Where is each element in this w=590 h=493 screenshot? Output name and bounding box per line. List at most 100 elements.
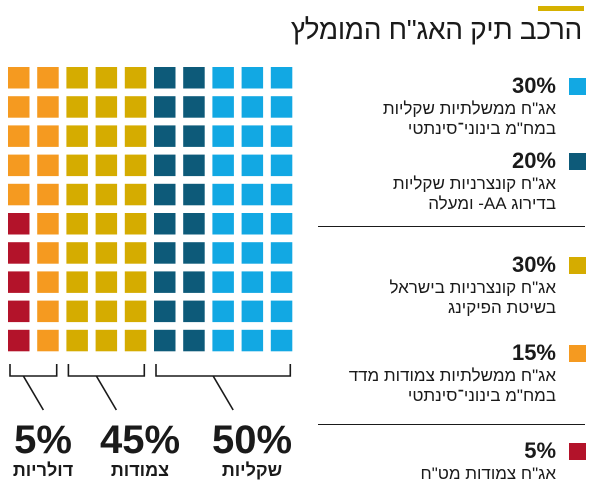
waffle-cell	[124, 271, 147, 293]
waffle-cell	[37, 242, 59, 264]
waffle-cell	[37, 213, 59, 235]
waffle-cell	[270, 183, 293, 206]
waffle-cell	[212, 242, 234, 264]
waffle-cell	[270, 154, 293, 177]
waffle-cell	[124, 125, 147, 147]
waffle-cell	[124, 329, 147, 352]
waffle-cell	[241, 183, 264, 206]
waffle-cell	[8, 271, 30, 293]
waffle-cell	[270, 271, 293, 293]
waffle-cell	[8, 67, 30, 89]
waffle-cell	[66, 242, 88, 264]
legend-line-1: אג"ח ממשלתיות צמודות מדד	[348, 366, 556, 385]
waffle-cell	[183, 154, 205, 177]
waffle-cell	[66, 213, 88, 235]
waffle-cell	[241, 329, 264, 352]
legend-swatch	[569, 153, 586, 170]
waffle-cell	[95, 96, 118, 118]
waffle-cell	[270, 329, 293, 352]
waffle-cell	[8, 213, 30, 235]
legend-line-2: בדירוג ‎-AA‎ ומעלה	[428, 194, 556, 213]
waffle-chart: 50%שקליות 45%צמודות 5%דולריות	[8, 67, 293, 480]
legend-item-israel-corp: 30% אג"ח קונצרניות בישראל בשיטת הפיקינג	[310, 254, 590, 324]
group-connector	[212, 375, 234, 411]
waffle-cell	[8, 154, 30, 177]
waffle-cell	[183, 300, 205, 323]
legend-line-1: אג"ח ממשלתיות שקליות	[382, 99, 556, 118]
legend-swatch	[569, 78, 586, 95]
waffle-cell	[212, 329, 234, 352]
waffle-cell	[154, 96, 176, 118]
waffle-cell	[66, 154, 88, 177]
waffle-cell	[8, 183, 30, 206]
legend-divider	[318, 424, 585, 425]
legend-item-shekel-corp: 20% אג"ח קונצרניות שקליות בדירוג ‎-AA‎ ו…	[310, 150, 590, 220]
legend-line-2: במח"מ בינוני־סינתטי	[407, 386, 556, 405]
waffle-cell	[241, 125, 264, 147]
waffle-cell	[270, 242, 293, 264]
legend-item-fx-linked: 5% אג"ח צמודות מט"ח	[310, 440, 590, 490]
waffle-cell	[154, 213, 176, 235]
waffle-cell	[212, 213, 234, 235]
waffle-cell	[154, 300, 176, 323]
waffle-cell	[183, 213, 205, 235]
waffle-cell	[270, 213, 293, 235]
waffle-cell	[154, 242, 176, 264]
waffle-cell	[154, 154, 176, 177]
waffle-cell	[8, 125, 30, 147]
waffle-cell	[95, 271, 118, 293]
group-connector	[95, 375, 118, 411]
waffle-cell	[37, 183, 59, 206]
waffle-cell	[241, 242, 264, 264]
waffle-cell	[212, 154, 234, 177]
waffle-cell	[154, 67, 176, 89]
waffle-cell	[66, 96, 88, 118]
waffle-cell	[8, 329, 30, 352]
group-value: 5%	[14, 418, 72, 462]
legend-line-2: בשיטת הפיקינג	[447, 298, 556, 317]
waffle-cell	[37, 96, 59, 118]
waffle-cell	[66, 183, 88, 206]
title-accent-bar	[538, 6, 584, 11]
waffle-cell	[37, 125, 59, 147]
waffle-cell	[37, 67, 59, 89]
waffle-cell	[212, 67, 234, 89]
group-connector	[22, 375, 45, 411]
legend-divider	[318, 226, 585, 227]
legend-swatch	[569, 443, 586, 460]
waffle-cell	[154, 329, 176, 352]
group-bracket	[67, 364, 146, 377]
group-label: דולריות	[13, 460, 73, 480]
waffle-cell	[124, 300, 147, 323]
waffle-cell	[66, 67, 88, 89]
legend-swatch	[569, 257, 586, 274]
waffle-cell	[8, 96, 30, 118]
waffle-cell	[183, 96, 205, 118]
waffle-cell	[183, 183, 205, 206]
waffle-cell	[37, 300, 59, 323]
legend-line-1: אג"ח קונצרניות בישראל	[389, 278, 556, 297]
group-value: 50%	[212, 418, 292, 462]
waffle-cell	[95, 154, 118, 177]
waffle-cell	[37, 271, 59, 293]
waffle-cell	[37, 329, 59, 352]
group-bracket	[155, 364, 292, 377]
waffle-cell	[66, 271, 88, 293]
waffle-cell	[154, 125, 176, 147]
legend-line-2: במח"מ בינוני־סינתטי	[407, 119, 556, 138]
legend-item-shekel-gov: 30% אג"ח ממשלתיות שקליות במח"מ בינוני־סי…	[310, 75, 590, 145]
waffle-cell	[66, 300, 88, 323]
waffle-cell	[124, 183, 147, 206]
waffle-cell	[183, 67, 205, 89]
waffle-cell	[270, 67, 293, 89]
waffle-cell	[270, 96, 293, 118]
page-title: הרכב תיק האג"ח המומלץ	[290, 14, 582, 45]
legend-value: 5%	[524, 438, 556, 463]
waffle-cell	[183, 125, 205, 147]
waffle-cell	[124, 242, 147, 264]
waffle-cell	[66, 125, 88, 147]
waffle-cell	[270, 125, 293, 147]
group-label: צמודות	[111, 460, 169, 480]
waffle-cell	[95, 329, 118, 352]
waffle-cell	[270, 300, 293, 323]
